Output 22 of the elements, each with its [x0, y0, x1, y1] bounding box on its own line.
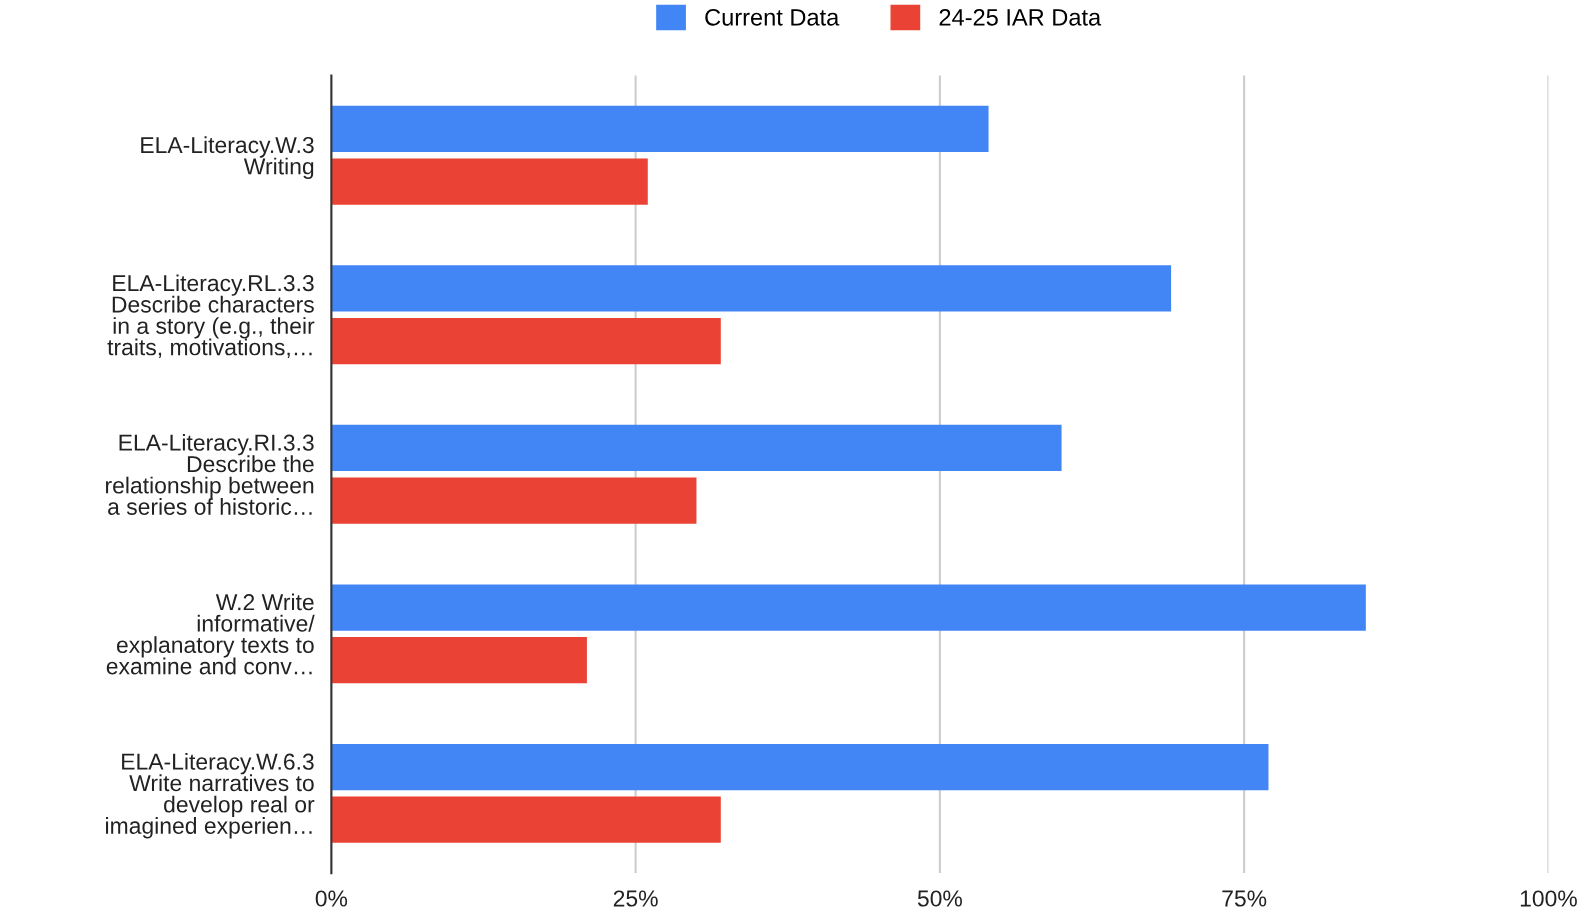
y-tick-label: W.2 Write informative/ explanatory texts to examine and conv… — [106, 593, 315, 675]
y-tick-label: ELA-Literacy.W.3 Writing — [141, 136, 314, 180]
bar — [331, 584, 1366, 631]
y-tick-label: ELA-Literacy.W.6.3 Write narratives to develop real or imagined experien… — [106, 753, 315, 839]
x-tick-label: 75% — [1222, 890, 1267, 907]
bar — [331, 317, 721, 365]
bar — [331, 105, 989, 153]
legend-label: Current Data — [705, 8, 840, 26]
y-tick-label: ELA-Literacy.RL.3.3 Describe characters in a story (e.g., their traits, motivations,… — [107, 274, 315, 359]
y-tick-label: ELA-Literacy.RI.3.3 Describe the relationship between a series of historic… — [106, 433, 314, 515]
bar — [331, 424, 1062, 472]
x-tick-label: 100% — [1520, 890, 1577, 907]
legend-label: 24-25 IAR Data — [939, 8, 1102, 26]
x-tick-label: 25% — [613, 890, 658, 907]
bar — [331, 158, 648, 205]
bar — [331, 637, 587, 684]
bar — [331, 743, 1269, 791]
bar — [331, 796, 721, 843]
x-tick-label: 50% — [917, 890, 962, 907]
bar — [331, 477, 697, 524]
bar — [331, 265, 1172, 312]
x-tick-label: 0% — [315, 890, 348, 907]
